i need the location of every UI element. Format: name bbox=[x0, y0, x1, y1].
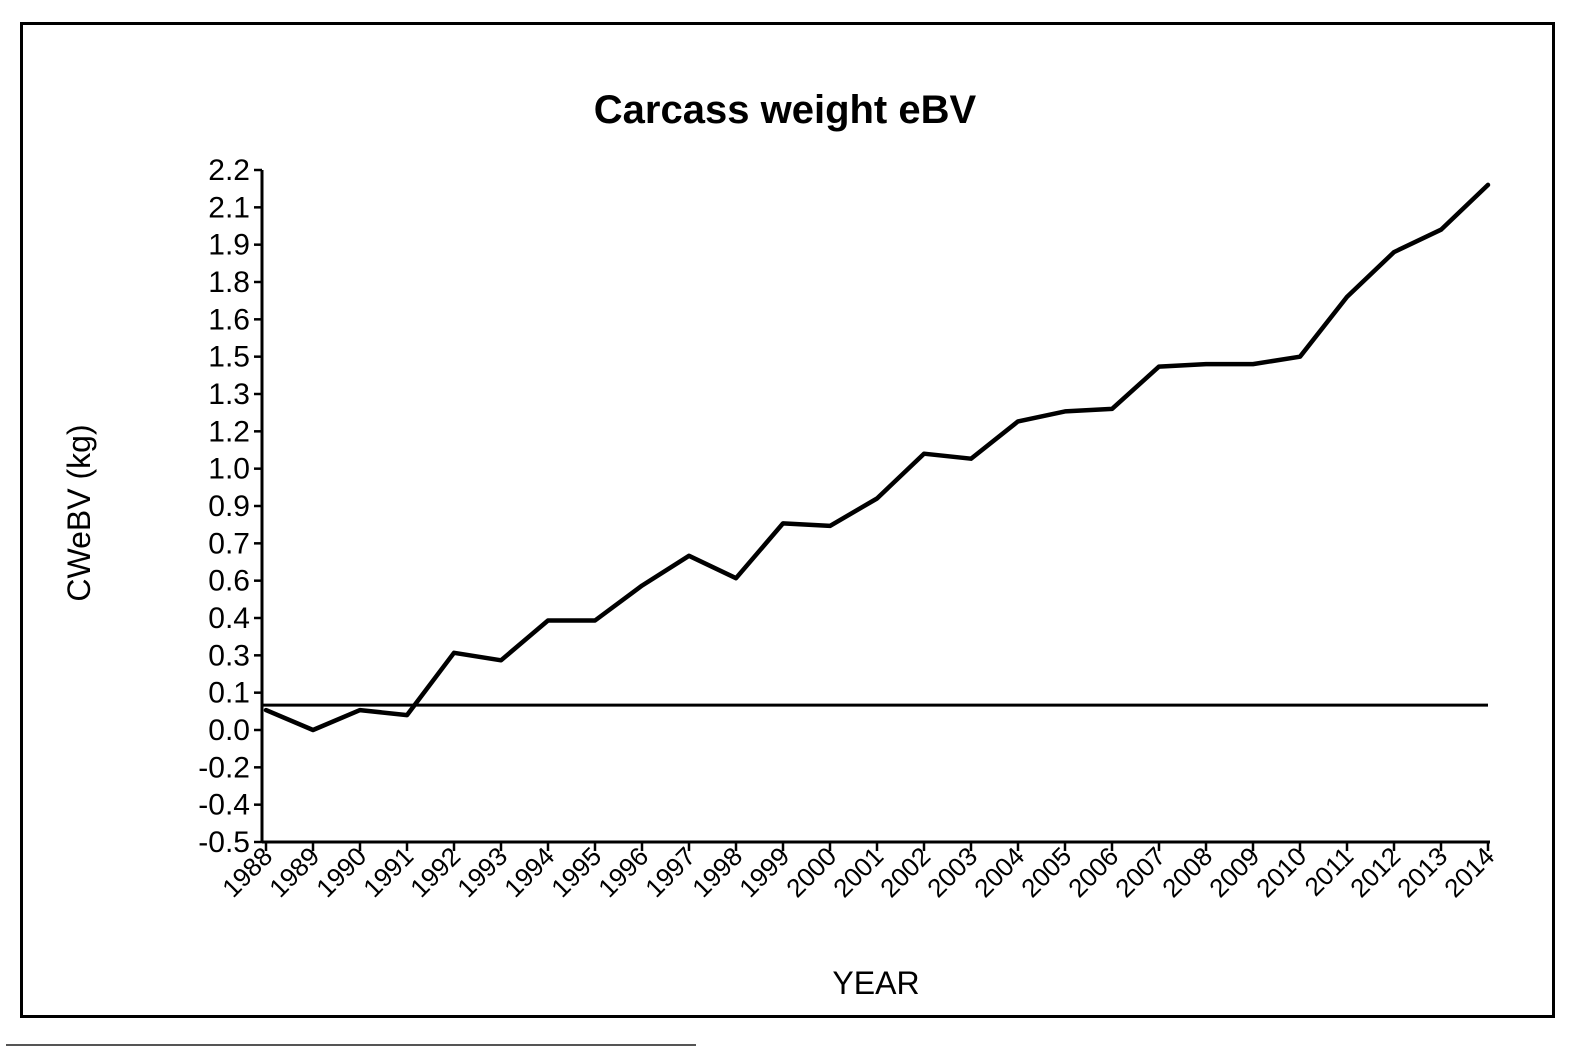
data-point bbox=[499, 658, 503, 662]
data-point bbox=[452, 651, 456, 655]
x-tick-label: 2014 bbox=[1438, 841, 1500, 903]
x-tick-label: 2005 bbox=[1015, 841, 1077, 903]
y-tick-label: 1.5 bbox=[208, 341, 250, 374]
x-tick-label: 1991 bbox=[357, 841, 419, 903]
x-tick-label: 2000 bbox=[780, 841, 842, 903]
x-tick-label: 2012 bbox=[1344, 841, 1406, 903]
data-point bbox=[640, 584, 644, 588]
x-axis: 1988198919901991199219931994199519961997… bbox=[216, 840, 1500, 903]
x-tick-label: 1993 bbox=[451, 841, 513, 903]
series-line bbox=[263, 182, 1491, 733]
y-tick-label: 2.1 bbox=[208, 191, 250, 224]
y-tick-label: 0.3 bbox=[208, 639, 250, 672]
x-tick-label: 2002 bbox=[874, 841, 936, 903]
data-point bbox=[405, 713, 409, 717]
data-point bbox=[1110, 407, 1114, 411]
x-tick-label: 1997 bbox=[639, 841, 701, 903]
data-point bbox=[1251, 362, 1255, 366]
x-tick-label: 2008 bbox=[1156, 841, 1218, 903]
data-point bbox=[828, 524, 832, 528]
data-point bbox=[687, 554, 691, 558]
data-point bbox=[922, 452, 926, 456]
data-point bbox=[264, 708, 268, 712]
y-tick-label: 0.9 bbox=[208, 490, 250, 523]
data-point bbox=[593, 618, 597, 622]
y-tick-label: 1.0 bbox=[208, 453, 250, 486]
x-tick-label: 2003 bbox=[921, 841, 983, 903]
y-tick-label: 2.2 bbox=[208, 154, 250, 187]
x-tick-label: 2001 bbox=[827, 841, 889, 903]
x-tick-label: 1999 bbox=[733, 841, 795, 903]
x-tick-label: 1995 bbox=[545, 841, 607, 903]
x-axis-title: YEAR bbox=[832, 965, 919, 1001]
data-point bbox=[1204, 362, 1208, 366]
y-tick-label: 0.7 bbox=[208, 527, 250, 560]
x-tick-label: 2006 bbox=[1062, 841, 1124, 903]
chart-frame bbox=[20, 22, 1555, 1018]
y-tick-label: 1.9 bbox=[208, 229, 250, 262]
y-tick-label: 1.2 bbox=[208, 415, 250, 448]
x-tick-label: 1992 bbox=[404, 841, 466, 903]
x-tick-label: 1994 bbox=[498, 841, 560, 903]
data-point bbox=[1392, 250, 1396, 254]
x-tick-label: 2009 bbox=[1203, 841, 1265, 903]
chart-title: Carcass weight eBV bbox=[594, 88, 977, 132]
data-point bbox=[1298, 355, 1302, 359]
data-point bbox=[1439, 228, 1443, 232]
y-tick-label: 1.8 bbox=[208, 266, 250, 299]
data-point bbox=[1345, 295, 1349, 299]
x-tick-label: 2013 bbox=[1391, 841, 1453, 903]
data-point bbox=[781, 521, 785, 525]
y-tick-label: -0.4 bbox=[198, 789, 250, 822]
page-edge-line bbox=[6, 1044, 696, 1046]
data-point bbox=[358, 708, 362, 712]
y-axis-title: CWeBV (kg) bbox=[61, 424, 97, 601]
y-tick-label: 0.0 bbox=[208, 714, 250, 747]
y-tick-label: 0.6 bbox=[208, 565, 250, 598]
data-point bbox=[1486, 183, 1490, 187]
data-point bbox=[311, 728, 315, 732]
y-tick-label: 0.1 bbox=[208, 677, 250, 710]
y-tick-label: 1.3 bbox=[208, 378, 250, 411]
y-axis: 2.2 2.1 1.9 1.8 1.6 1.5 1.3 1.2 1.0 0.9 0.7 0.6 0.4 0… bbox=[198, 154, 264, 859]
x-tick-label: 1990 bbox=[310, 841, 372, 903]
data-point bbox=[546, 618, 550, 622]
y-tick-label: 1.6 bbox=[208, 303, 250, 336]
x-tick-label: 1996 bbox=[592, 841, 654, 903]
y-tick-label: -0.2 bbox=[198, 751, 250, 784]
x-tick-label: 2007 bbox=[1109, 841, 1171, 903]
x-tick-label: 2011 bbox=[1298, 841, 1359, 902]
data-point bbox=[969, 457, 973, 461]
plot-area bbox=[262, 182, 1491, 733]
data-point bbox=[734, 576, 738, 580]
data-point bbox=[1016, 419, 1020, 423]
y-tick-label: -0.5 bbox=[198, 826, 250, 859]
data-point bbox=[875, 497, 879, 501]
x-tick-label: 2004 bbox=[968, 841, 1030, 903]
data-point bbox=[1157, 365, 1161, 369]
x-tick-label: 2010 bbox=[1250, 841, 1312, 903]
x-tick-label: 1998 bbox=[686, 841, 748, 903]
y-tick-label: 0.4 bbox=[208, 602, 250, 635]
data-point bbox=[1063, 409, 1067, 413]
x-tick-label: 1989 bbox=[263, 841, 325, 903]
